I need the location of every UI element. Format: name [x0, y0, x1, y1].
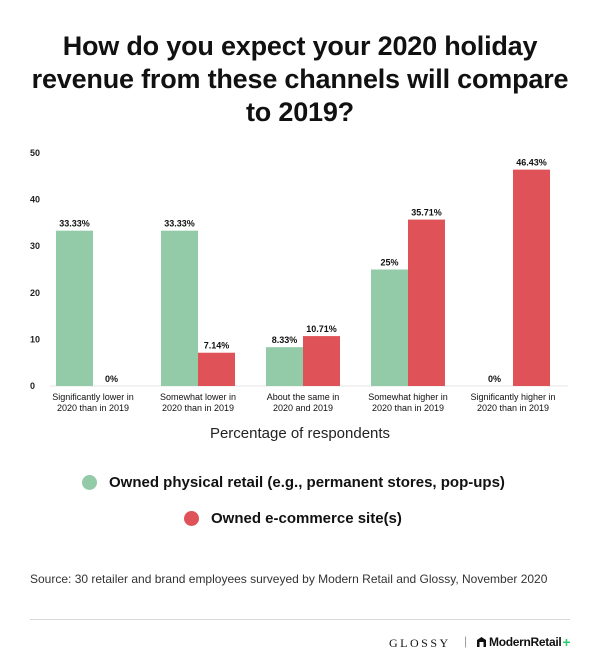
category-label: About the same in: [267, 392, 340, 402]
modern-retail-mark-icon: [477, 637, 486, 647]
category-label: Somewhat lower in: [160, 392, 236, 402]
category-label: Significantly lower in: [52, 392, 134, 402]
data-label: 8.33%: [272, 335, 298, 345]
bar-ecommerce: [303, 336, 340, 386]
category-label: 2020 than in 2019: [57, 403, 129, 413]
data-label: 33.33%: [59, 219, 90, 229]
data-label: 0%: [488, 374, 501, 384]
bar-physical-retail: [266, 347, 303, 386]
chart-title: How do you expect your 2020 holiday reve…: [31, 31, 569, 127]
y-tick-label: 0: [30, 381, 35, 391]
data-label: 0%: [105, 374, 118, 384]
category-label: 2020 and 2019: [273, 403, 333, 413]
bar-physical-retail: [371, 269, 408, 386]
data-label: 46.43%: [516, 158, 547, 168]
category-label: 2020 than in 2019: [372, 403, 444, 413]
category-label: 2020 than in 2019: [162, 403, 234, 413]
bar-ecommerce: [198, 352, 235, 386]
footer-divider: [30, 619, 570, 620]
y-tick-label: 10: [30, 334, 40, 344]
y-tick-label: 40: [30, 195, 40, 205]
brand-separator: |: [464, 634, 468, 648]
y-tick-label: 50: [30, 148, 40, 158]
data-label: 33.33%: [164, 219, 195, 229]
source-note: Source: 30 retailer and brand employees …: [30, 572, 548, 586]
bar-ecommerce: [513, 169, 550, 386]
legend-swatch-physical: [82, 475, 97, 490]
modern-retail-wordmark: ModernRetail: [489, 635, 562, 649]
category-label: 2020 than in 2019: [477, 403, 549, 413]
bar-chart: 0 10 20 30 40 50 33.33% 0% Significantly lower i…: [30, 148, 568, 413]
data-label: 35.71%: [411, 208, 442, 218]
bar-physical-retail: [56, 230, 93, 386]
data-label: 10.71%: [306, 324, 337, 334]
modern-retail-logo: ModernRetail +: [477, 634, 571, 650]
category-label: Somewhat higher in: [368, 392, 448, 402]
modern-retail-plus: +: [562, 634, 571, 650]
legend-label-physical: Owned physical retail (e.g., permanent s…: [109, 474, 505, 491]
data-label: 7.14%: [204, 341, 230, 351]
bar-ecommerce: [408, 219, 445, 386]
data-label: 25%: [380, 258, 398, 268]
legend-label-ecommerce: Owned e-commerce site(s): [211, 510, 402, 527]
glossy-logo: GLOSSY: [389, 636, 451, 650]
legend-item-physical: Owned physical retail (e.g., permanent s…: [82, 474, 505, 491]
legend-swatch-ecommerce: [184, 511, 199, 526]
category-label: Significantly higher in: [470, 392, 555, 402]
y-tick-label: 30: [30, 241, 40, 251]
x-axis-label: Percentage of respondents: [209, 425, 391, 442]
y-tick-label: 20: [30, 288, 40, 298]
bar-physical-retail: [161, 230, 198, 386]
legend-item-ecommerce: Owned e-commerce site(s): [184, 510, 402, 527]
